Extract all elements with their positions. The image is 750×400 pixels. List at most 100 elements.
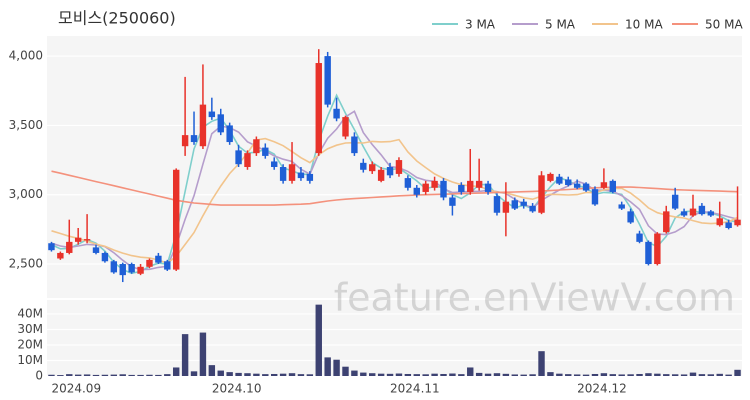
volume-bar xyxy=(83,374,91,376)
volume-bar xyxy=(689,372,697,376)
volume-bar xyxy=(271,373,278,376)
candle-body xyxy=(253,139,260,154)
y-tick-label: 20M xyxy=(17,337,43,351)
candle-body xyxy=(333,108,340,119)
candle-body xyxy=(279,167,287,181)
volume-bar xyxy=(734,369,741,376)
y-tick-label: 3,500 xyxy=(9,118,43,132)
candle-body xyxy=(636,233,643,242)
candle-body xyxy=(137,266,144,274)
volume-bar xyxy=(493,373,501,376)
candle-body xyxy=(164,261,171,270)
candle-body xyxy=(155,255,162,263)
candle-body xyxy=(208,111,216,118)
volume-bar xyxy=(475,372,483,376)
candle-body xyxy=(663,211,670,233)
volume-bar xyxy=(208,365,216,376)
candle-body xyxy=(440,180,447,198)
volume-bar xyxy=(235,372,242,376)
candle-body xyxy=(431,180,438,188)
volume-bar xyxy=(297,374,305,376)
candle-body xyxy=(351,136,358,154)
volume-bar xyxy=(199,332,207,376)
volume-bar xyxy=(279,373,287,376)
volume-bar xyxy=(422,374,429,376)
candle-body xyxy=(297,172,305,179)
candle-body xyxy=(360,162,367,170)
volume-bar xyxy=(360,372,367,376)
volume-bar xyxy=(716,373,723,376)
volume-bar xyxy=(226,372,233,376)
volume-bar xyxy=(74,374,82,376)
volume-bar xyxy=(48,374,55,376)
candle-body xyxy=(262,147,269,156)
candle-body xyxy=(146,259,153,267)
candle-body xyxy=(618,204,625,209)
volume-bar xyxy=(547,372,554,376)
volume-bar xyxy=(333,359,340,376)
candle-body xyxy=(467,180,474,192)
volume-bar xyxy=(128,374,135,376)
y-tick-label: 40M xyxy=(17,306,43,320)
volume-bar xyxy=(440,373,447,376)
legend-label: 5 MA xyxy=(545,18,576,32)
candle-body xyxy=(413,187,420,195)
candle-body xyxy=(101,252,109,262)
volume-bar xyxy=(137,374,144,376)
volume-bar xyxy=(680,374,688,376)
candle-body xyxy=(449,197,456,206)
candle-body xyxy=(680,211,688,216)
volume-bar xyxy=(538,351,545,376)
volume-bar xyxy=(467,367,474,376)
volume-bar xyxy=(636,373,643,376)
x-tick-label: 2024.12 xyxy=(577,382,627,396)
candle-body xyxy=(502,201,510,213)
y-tick-label: 4,000 xyxy=(9,49,43,63)
volume-bar xyxy=(306,374,314,376)
volume-bar xyxy=(600,373,608,376)
volume-bar xyxy=(324,357,331,376)
candle-body xyxy=(609,180,617,192)
y-tick-label: 2,500 xyxy=(9,257,43,271)
candle-body xyxy=(475,180,483,188)
volume-bar xyxy=(654,373,661,376)
volume-bar xyxy=(369,373,376,376)
ma-line xyxy=(51,170,738,206)
candle-body xyxy=(235,150,242,165)
candle-body xyxy=(520,201,527,206)
candle-body xyxy=(511,200,518,209)
volume-bar xyxy=(351,370,358,376)
candle-body xyxy=(654,233,661,265)
candle-body xyxy=(725,222,732,228)
volume-bar xyxy=(449,373,456,376)
watermark: feature.enViewV.com xyxy=(334,276,735,320)
volume-bar xyxy=(502,373,510,376)
volume-bar xyxy=(698,374,706,376)
volume-bar xyxy=(101,374,109,376)
volume-bar xyxy=(556,373,563,376)
candle-body xyxy=(74,237,82,242)
candle-body xyxy=(386,167,394,176)
candle-body xyxy=(377,169,385,181)
volume-bar xyxy=(529,374,536,376)
candle-body xyxy=(591,189,599,205)
volume-panel xyxy=(47,300,742,376)
volume-bar xyxy=(582,374,590,376)
candle-body xyxy=(734,219,741,226)
candle-body xyxy=(698,205,706,215)
candle-body xyxy=(306,173,314,181)
candle-body xyxy=(369,164,376,172)
x-tick-label: 2024.09 xyxy=(51,382,101,396)
candle-body xyxy=(226,125,233,143)
volume-bar xyxy=(520,374,527,376)
volume-bar xyxy=(413,374,420,376)
volume-bar xyxy=(155,374,162,376)
volume-bar xyxy=(573,374,581,376)
candle-body xyxy=(172,169,180,270)
volume-bar xyxy=(645,373,652,376)
volume-bar xyxy=(288,373,296,376)
candle-body xyxy=(538,175,545,213)
volume-bar xyxy=(217,370,224,376)
candle-body xyxy=(422,183,429,192)
candle-body xyxy=(128,264,135,273)
